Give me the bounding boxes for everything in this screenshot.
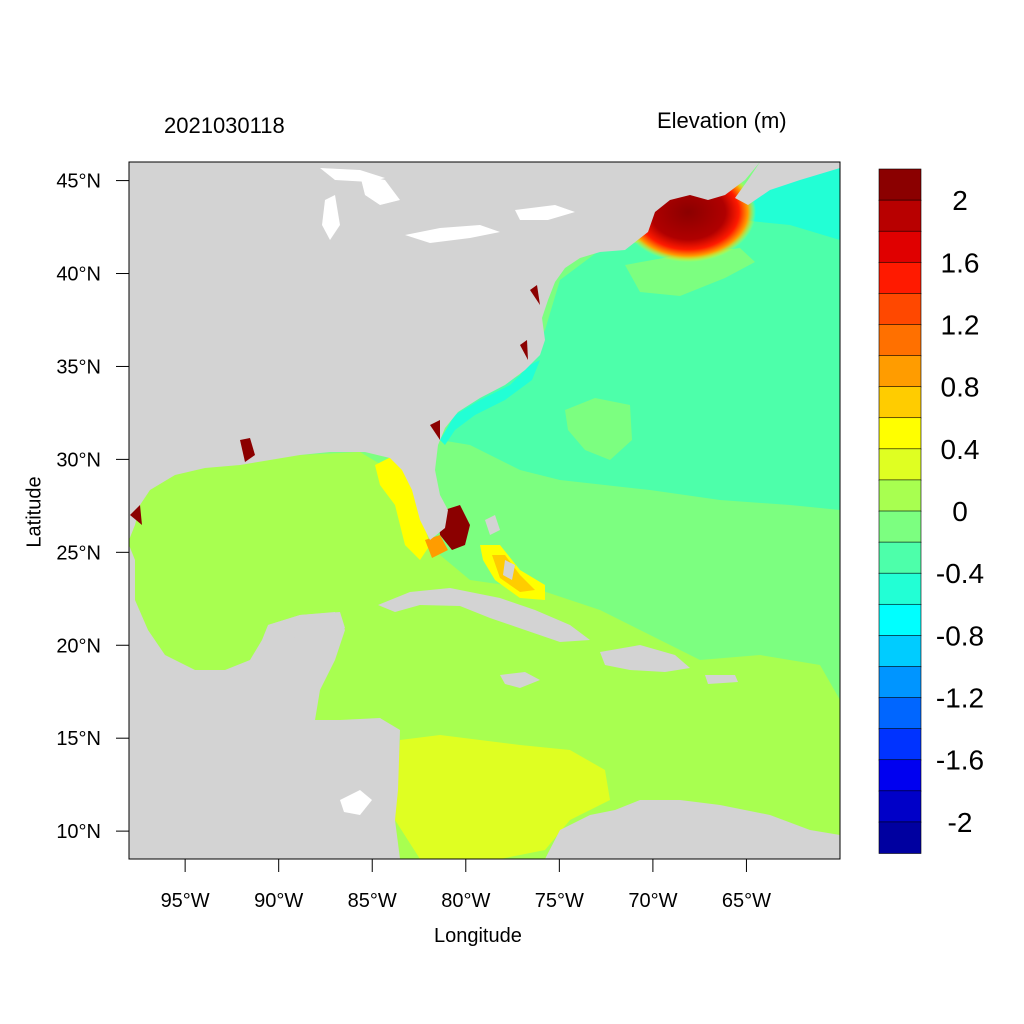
colorbar-swatch [878,448,922,481]
timestamp-title: 2021030118 [164,113,285,138]
x-tick-label: 90°W [254,890,303,912]
x-tick-label: 70°W [628,890,677,912]
southeast-shelf-water [440,360,540,445]
colorbar-swatch [878,790,922,823]
x-axis-title: Longitude [434,925,522,947]
y-tick-label: 35°N [56,356,101,378]
colorbar-swatch [878,821,922,854]
colorbar-label: 0 [952,496,968,527]
ne-shelf-green [625,248,755,296]
great-lakes [320,168,575,243]
x-axis: 95°W 90°W 85°W 80°W 75°W 70°W 65°W [161,859,771,912]
colorbar-swatch [878,386,922,419]
x-tick-label: 95°W [161,890,210,912]
coastal-surge-specks [130,285,540,525]
colorbar-swatch [878,541,922,574]
colorbar-swatch [878,261,922,295]
colorbar-label: 1.6 [941,247,980,278]
colorbar-swatch [878,759,922,792]
colorbar-swatch [878,697,922,730]
y-tick-label: 45°N [56,171,101,193]
atlantic-offshore-band [440,200,840,510]
colorbar-swatch [878,603,922,637]
mid-atlantic-patch [565,398,632,460]
colorbar-swatch [878,479,922,512]
colorbar-label: 1.2 [941,309,980,340]
y-tick-label: 15°N [56,728,101,750]
x-tick-label: 65°W [722,890,771,912]
x-tick-label: 75°W [535,890,584,912]
colorbar-swatch [878,293,922,326]
colorbar: 2 1.6 1.2 0.8 0.4 0 -0.4 -0.8 -1.2 -1.6 -2 [878,168,984,854]
colorbar-swatch [878,168,922,201]
colorbar-swatch [878,417,922,450]
y-tick-label: 10°N [56,821,101,843]
y-tick-label: 30°N [56,449,101,471]
colorbar-label: 0.4 [941,434,980,465]
colorbar-label: -1.6 [936,745,984,776]
colorbar-swatch [878,635,922,668]
plot-frame [128,161,841,860]
keys-surge [425,535,448,558]
colorbar-label: 2 [952,185,968,216]
colorbar-swatch [878,572,922,606]
colorbar-swatch [878,666,922,699]
land-masses [129,162,840,859]
colorbar-label: -1.2 [936,683,984,714]
colorbar-label: 0.8 [941,372,980,403]
y-tick-label: 25°N [56,542,101,564]
northeast-cyan-water [700,162,840,240]
colorbar-swatch [878,199,922,232]
colorbar-swatch [878,510,922,543]
colorbar-swatch [878,355,922,388]
colombia-basin-water [395,735,610,859]
y-tick-label: 20°N [56,635,101,657]
variable-title: Elevation (m) [657,108,787,133]
colorbar-label: -0.8 [936,620,984,651]
y-axis: 10°N 15°N 20°N 25°N 30°N 35°N 40°N 45°N [56,171,129,843]
bahamas-bank-core [492,555,535,592]
colorbar-swatch [878,324,922,357]
colorbar-swatch [878,728,922,761]
y-axis-title: Latitude [23,476,46,548]
y-tick-label: 40°N [56,264,101,286]
lake-nicaragua [340,790,372,815]
west-florida-shelf [375,455,430,560]
colorbar-swatch [878,230,922,264]
x-tick-label: 85°W [348,890,397,912]
colorbar-label: -2 [948,807,973,838]
colorbar-label: -0.4 [936,558,984,589]
x-tick-label: 80°W [441,890,490,912]
